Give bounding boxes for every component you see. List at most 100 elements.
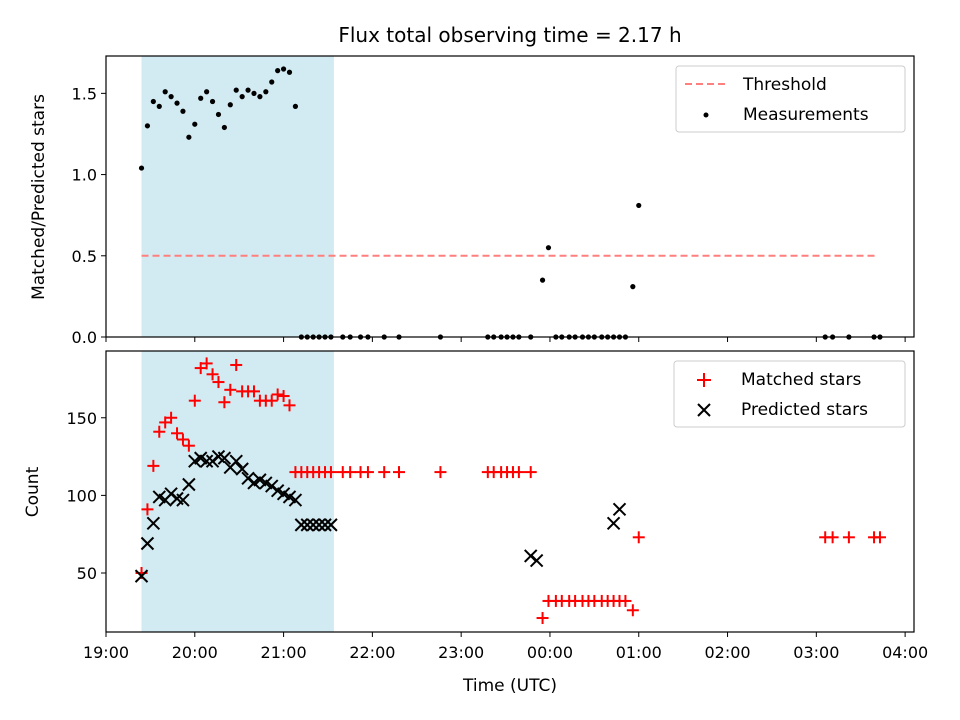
predicted-point (217, 451, 232, 465)
matched-point (147, 459, 160, 472)
matched-point (524, 466, 537, 479)
predicted-point (235, 462, 249, 476)
figure-title: Flux total observing time = 2.17 h (338, 23, 681, 47)
x-tick-label: 22:00 (349, 643, 395, 662)
matched-point (224, 383, 237, 396)
matched-point (188, 394, 201, 407)
measurement-point (221, 124, 227, 131)
y-tick-label: 0.5 (72, 247, 97, 266)
y-tick-label: 1.0 (72, 166, 97, 185)
legend-measurements-swatch (703, 112, 709, 118)
y-tick-label: 150 (66, 409, 97, 428)
measurement-point (545, 245, 552, 251)
measurement-point (269, 79, 275, 85)
predicted-point (312, 518, 326, 532)
x-tick-label: 01:00 (616, 643, 662, 662)
y-tick-label: 100 (66, 486, 97, 505)
predicted-point (324, 518, 338, 532)
top-y-ticks: 0.0 0.5 1.0 1.5 (72, 84, 106, 347)
matched-point (512, 466, 525, 479)
measurement-point (275, 68, 281, 74)
predicted-point (288, 493, 303, 507)
measurement-point (198, 95, 204, 101)
y-tick-label: 1.5 (72, 84, 97, 103)
matched-point (176, 433, 189, 446)
legend-predicted-swatch (697, 403, 711, 417)
top-y-axis-label: Matched/Predicted stars (29, 94, 49, 300)
predicted-point (318, 518, 332, 532)
matched-point (271, 388, 284, 401)
matched-point (212, 376, 225, 389)
measurement-point (180, 108, 186, 114)
predicted-point (606, 516, 621, 531)
measurement-point (233, 87, 239, 93)
bottom-legend-box (673, 360, 906, 428)
bottom-marks (134, 357, 886, 625)
top-marks (138, 66, 883, 340)
bottom-legend: Matched stars Predicted stars (673, 360, 906, 428)
measurement-point (292, 103, 299, 109)
top-legend-box (675, 65, 906, 133)
y-tick-label: 50 (77, 564, 97, 583)
matched-point (842, 531, 855, 544)
measurement-point (192, 121, 198, 127)
top-shaded-span (141, 56, 334, 337)
measurement-point (239, 94, 245, 100)
matched-point (200, 357, 213, 370)
matched-point (873, 531, 886, 544)
matched-point (434, 466, 447, 479)
top-legend: Threshold Measurements (675, 65, 906, 133)
x-tick-label: 21:00 (261, 643, 307, 662)
predicted-point (300, 518, 314, 532)
legend-matched-label: Matched stars (741, 370, 861, 390)
legend-predicted-label: Predicted stars (741, 400, 868, 420)
matched-point (393, 466, 406, 479)
x-tick-label: 19:00 (83, 643, 129, 662)
matched-point (141, 503, 154, 516)
predicted-point (134, 569, 149, 583)
bottom-y-ticks: 50 100 150 (66, 409, 106, 583)
measurement-point (251, 90, 257, 96)
measurement-point (286, 69, 293, 75)
bottom-x-axis-label: Time (UTC) (462, 676, 557, 696)
x-tick-label: 03:00 (793, 643, 839, 662)
x-tick-label: 00:00 (527, 643, 573, 662)
measurement-point (144, 123, 151, 129)
y-tick-label: 0.0 (72, 328, 97, 347)
bottom-axes-frame (105, 350, 915, 633)
legend-measurements-label: Measurements (743, 105, 869, 125)
bottom-y-axis-label: Count (23, 466, 43, 517)
matched-point (826, 531, 839, 544)
measurement-point (168, 94, 174, 100)
matched-point (277, 390, 290, 403)
matched-point (206, 368, 219, 381)
x-tick-label: 20:00 (172, 643, 218, 662)
predicted-point (294, 518, 309, 532)
bottom-shaded-span (141, 351, 334, 632)
predicted-point (306, 518, 320, 532)
top-axes-frame (105, 55, 915, 338)
matched-point (378, 466, 391, 479)
matched-point (218, 396, 231, 409)
measurement-point (215, 111, 222, 118)
measurement-point (245, 87, 251, 93)
matched-point (247, 385, 260, 398)
predicted-point (529, 553, 544, 568)
matched-point (182, 439, 195, 452)
measurement-point (263, 89, 269, 95)
measurement-point (280, 66, 287, 72)
matched-point (536, 612, 549, 625)
matched-point (165, 411, 178, 424)
measurement-point (209, 98, 216, 105)
measurement-point (204, 89, 210, 95)
matched-point (632, 531, 645, 544)
matched-point (265, 394, 278, 407)
predicted-point (612, 502, 627, 517)
measurement-point (174, 100, 180, 106)
bottom-panel: 50 100 150 19:00 20:00 21:00 22:00 23:00 00:00 0… (23, 350, 928, 696)
predicted-point (199, 454, 214, 468)
matched-point (344, 466, 357, 479)
matched-point (171, 427, 184, 440)
measurement-point (539, 277, 546, 283)
